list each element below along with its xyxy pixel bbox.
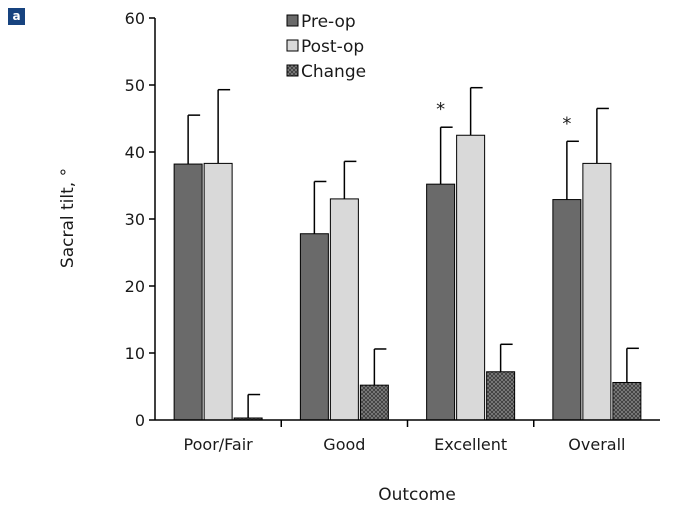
y-tick-label-50: 50 [125, 76, 145, 95]
x-tick-label-good: Good [323, 435, 365, 454]
significance-marker-excellent: * [436, 99, 445, 120]
y-tick-label-40: 40 [125, 143, 145, 162]
legend-label-change: Change [301, 62, 366, 82]
legend-label-pre-op: Pre-op [301, 12, 356, 32]
bars-layer [173, 134, 642, 421]
x-axis-label: Outcome [378, 485, 456, 505]
y-tick-label-20: 20 [125, 277, 145, 296]
axes-layer: 0 10 20 30 40 50 60 Poor/Fair Good Excellent Overa… [125, 9, 660, 454]
bar-post-op-excellent [456, 134, 486, 421]
x-tick-label-overall: Overall [568, 435, 625, 454]
legend-swatch-post-op [286, 39, 299, 52]
bar-pre-op-poor-fair [173, 163, 203, 421]
bar-post-op-overall [582, 162, 612, 421]
bar-pre-op-overall [552, 199, 582, 421]
y-tick-label-0: 0 [135, 411, 145, 430]
bar-post-op-good [329, 198, 359, 421]
y-axis-label: Sacral tilt, ° [58, 168, 78, 268]
x-tick-label-poor-fair: Poor/Fair [184, 435, 254, 454]
bar-change-good [359, 384, 389, 421]
y-tick-label-10: 10 [125, 344, 145, 363]
annotations-layer: ** [436, 99, 571, 134]
y-tick-label-30: 30 [125, 210, 145, 229]
legend-swatch-change [286, 64, 299, 77]
error-bars-layer [187, 86, 639, 418]
bar-change-overall [612, 381, 642, 421]
significance-marker-overall: * [562, 113, 571, 134]
bar-pre-op-excellent [426, 183, 456, 421]
legend: Pre-op Post-op Change [286, 12, 366, 82]
x-tick-label-excellent: Excellent [434, 435, 507, 454]
legend-label-post-op: Post-op [301, 37, 364, 57]
panel-label: a [8, 8, 25, 25]
bar-change-excellent [486, 371, 516, 421]
y-tick-label-60: 60 [125, 9, 145, 28]
bar-pre-op-good [299, 233, 329, 421]
legend-swatch-pre-op [286, 14, 299, 27]
bar-post-op-poor-fair [203, 162, 233, 421]
